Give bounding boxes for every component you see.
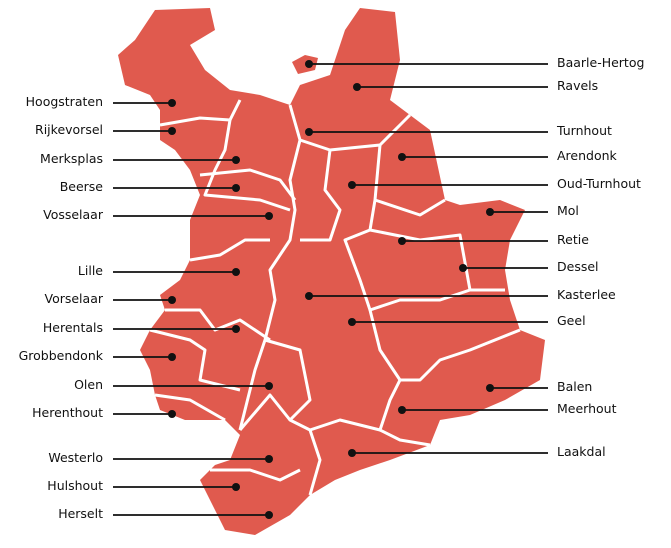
label-lille: Lille [77,263,103,278]
marker-dessel [459,264,467,272]
marker-kasterlee [305,292,313,300]
label-hoogstraten: Hoogstraten [25,94,103,109]
marker-balen [486,384,494,392]
map-regions [118,8,545,535]
marker-merksplas [232,156,240,164]
label-westerlo: Westerlo [48,450,103,465]
marker-hoogstraten [168,99,176,107]
marker-vosselaar [265,212,273,220]
marker-herentals [232,325,240,333]
label-mol: Mol [557,203,579,218]
marker-retie [398,237,406,245]
marker-ravels [353,83,361,91]
marker-mol [486,208,494,216]
label-merksplas: Merksplas [40,151,103,166]
label-geel: Geel [557,313,586,328]
baarle-hertog-enclave [292,55,318,74]
marker-herenthout [168,410,176,418]
label-dessel: Dessel [557,259,599,274]
label-balen: Balen [557,379,593,394]
label-turnhout: Turnhout [557,123,612,138]
label-grobbendonk: Grobbendonk [18,348,103,363]
label-leaders [113,60,548,519]
marker-lille [232,268,240,276]
label-herenthout: Herenthout [32,405,103,420]
marker-arendonk [398,153,406,161]
label-herselt: Herselt [58,506,103,521]
label-arendonk: Arendonk [557,148,617,163]
label-baarle-hertog: Baarle-Hertog [557,55,645,70]
municipal-borders [149,99,521,496]
label-beerse: Beerse [59,179,103,194]
marker-herselt [265,511,273,519]
marker-turnhout [305,128,313,136]
label-hulshout: Hulshout [47,478,103,493]
label-meerhout: Meerhout [557,401,617,416]
label-olen: Olen [74,377,103,392]
marker-grobbendonk [168,353,176,361]
region-outline [118,8,545,535]
marker-vorselaar [168,296,176,304]
label-oud-turnhout: Oud-Turnhout [557,176,641,191]
marker-oud-turnhout [348,181,356,189]
marker-olen [265,382,273,390]
marker-beerse [232,184,240,192]
marker-meerhout [398,406,406,414]
marker-geel [348,318,356,326]
marker-laakdal [348,449,356,457]
marker-baarle-hertog [305,60,313,68]
label-herentals: Herentals [42,320,103,335]
label-vorselaar: Vorselaar [44,291,103,306]
marker-westerlo [265,455,273,463]
label-vosselaar: Vosselaar [43,207,103,222]
marker-hulshout [232,483,240,491]
marker-rijkevorsel [168,127,176,135]
label-rijkevorsel: Rijkevorsel [35,122,103,137]
label-laakdal: Laakdal [557,444,606,459]
label-kasterlee: Kasterlee [557,287,616,302]
label-retie: Retie [557,232,589,247]
label-ravels: Ravels [557,78,599,93]
